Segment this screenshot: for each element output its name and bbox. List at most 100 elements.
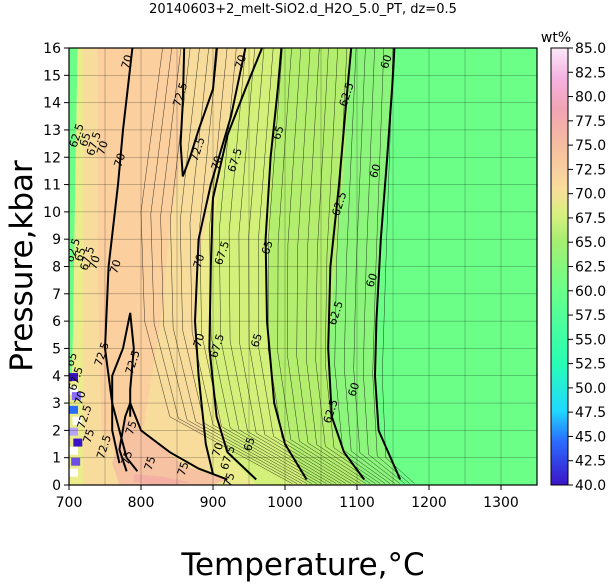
contour-label: 60 xyxy=(367,162,384,179)
contour-label-text: 75 xyxy=(175,460,192,477)
contour-label: 75 xyxy=(175,460,192,477)
x-axis-ticks: 700 800 900 1000 1100 1200 1300 xyxy=(56,485,519,511)
contour-label: 70 xyxy=(107,258,124,275)
y-tick-label: 14 xyxy=(43,96,61,112)
contour-label-text: 70 xyxy=(232,53,249,70)
noise-cell xyxy=(69,373,78,382)
x-tick-label: 900 xyxy=(200,495,227,511)
y-tick-label: 0 xyxy=(52,478,61,494)
noise-cell xyxy=(73,438,83,447)
fine-contour xyxy=(228,48,337,484)
contour-label: 65 xyxy=(259,239,276,256)
edge-contour-label: 65 xyxy=(69,351,80,368)
contour-label-text: 65 xyxy=(259,239,276,256)
contour-label: 70 xyxy=(232,53,249,70)
contour-label-text: 70 xyxy=(119,53,136,70)
contour-label-text: 70 xyxy=(107,258,124,275)
fine-contour xyxy=(286,48,366,484)
major-contour-lines xyxy=(103,48,402,481)
colorbar-tick-label: 70.0 xyxy=(575,187,606,203)
noise-cell xyxy=(71,457,81,466)
y-axis-title: Pressure,kbar xyxy=(4,160,40,372)
colorbar-tick-label: 80.0 xyxy=(575,90,606,106)
colorbar-tick-label: 67.5 xyxy=(575,211,606,227)
y-tick-label: 8 xyxy=(52,260,61,276)
noise-cell xyxy=(69,405,78,414)
x-tick-label: 1300 xyxy=(483,495,519,511)
contour-label-text: 75 xyxy=(221,471,238,488)
fine-contour xyxy=(258,48,352,484)
colorbar-tick-label: 50.0 xyxy=(575,381,606,397)
y-tick-label: 6 xyxy=(52,314,61,330)
fill-band xyxy=(97,48,181,472)
contour-label-text: 60 xyxy=(346,381,363,398)
y-tick-label: 10 xyxy=(43,205,61,221)
edge-contour-label-text: 70 xyxy=(94,139,111,156)
fine-contour xyxy=(267,48,356,484)
grid-lines xyxy=(69,48,537,485)
colorbar: wt% 40.0 42.5 45.0 47.5 50.0 52.5 55.0 57.5 60.0… xyxy=(541,30,606,494)
edge-contour-label-text: 70 xyxy=(72,389,89,406)
noise-cell xyxy=(69,468,78,477)
contour-label: 70 xyxy=(209,441,226,458)
contour-label: 70 xyxy=(112,151,129,168)
fine-contour xyxy=(343,48,396,484)
contour-label: 65 xyxy=(248,332,265,349)
fine-contour xyxy=(353,48,401,484)
contour-line xyxy=(208,48,263,481)
contour-label-text: 60 xyxy=(364,272,381,289)
contour-label-text: 65 xyxy=(241,436,258,453)
colorbar-unit: wt% xyxy=(541,30,571,46)
contour-label: 75 xyxy=(123,419,140,436)
y-tick-label: 5 xyxy=(52,341,61,357)
contour-label-text: 60 xyxy=(367,162,384,179)
y-tick-label: 13 xyxy=(43,123,61,139)
fine-contour xyxy=(277,48,361,484)
contour-label: 65 xyxy=(241,436,258,453)
contour-label-text: 70 xyxy=(191,332,208,349)
y-tick-label: 4 xyxy=(52,369,61,385)
y-tick-label: 2 xyxy=(52,423,61,439)
contour-label-text: 75 xyxy=(119,449,136,466)
fine-contour xyxy=(150,48,298,484)
y-tick-label: 9 xyxy=(52,232,61,248)
fine-contour-lines xyxy=(140,48,415,484)
contour-label: 75 xyxy=(221,471,238,488)
y-tick-label: 16 xyxy=(43,41,61,57)
x-tick-label: 700 xyxy=(56,495,83,511)
fine-contour xyxy=(372,48,410,484)
contour-line xyxy=(179,48,218,177)
contour-label: 70 xyxy=(119,53,136,70)
fine-contour xyxy=(238,48,342,484)
contour-label-text: 70 xyxy=(209,441,226,458)
colorbar-tick-label: 75.0 xyxy=(575,138,606,154)
edge-contour-label: 65 xyxy=(72,246,89,263)
colorbar-tick-label: 77.5 xyxy=(575,114,606,130)
contour-line xyxy=(118,400,228,481)
contour-label: 75 xyxy=(119,449,136,466)
edge-contour-label: 70 xyxy=(86,254,103,271)
colorbar-tick-label: 40.0 xyxy=(575,478,606,494)
edge-contour-label: 70 xyxy=(72,389,89,406)
colorbar-tick-label: 55.0 xyxy=(575,332,606,348)
y-tick-label: 3 xyxy=(52,396,61,412)
fine-contour xyxy=(219,48,332,484)
colorbar-tick-label: 60.0 xyxy=(575,284,606,300)
noise-cell xyxy=(72,416,82,425)
colorbar-tick-label: 82.5 xyxy=(575,65,606,81)
colorbar-tick-label: 72.5 xyxy=(575,162,606,178)
contour-label-text: 75 xyxy=(142,455,159,472)
contour-line xyxy=(264,48,308,481)
y-tick-label: 12 xyxy=(43,150,61,166)
x-tick-label: 1100 xyxy=(339,495,375,511)
contour-label-text: 70 xyxy=(209,154,226,171)
contour-label-text: 60 xyxy=(378,53,395,70)
contour-label: 70 xyxy=(209,154,226,171)
x-tick-label: 800 xyxy=(128,495,155,511)
fine-contour xyxy=(324,48,386,484)
contour-label: 65 xyxy=(270,124,287,141)
fine-contour xyxy=(334,48,391,484)
edge-contour-label: 65 xyxy=(77,131,94,148)
colorbar-tick-label: 42.5 xyxy=(575,454,606,470)
